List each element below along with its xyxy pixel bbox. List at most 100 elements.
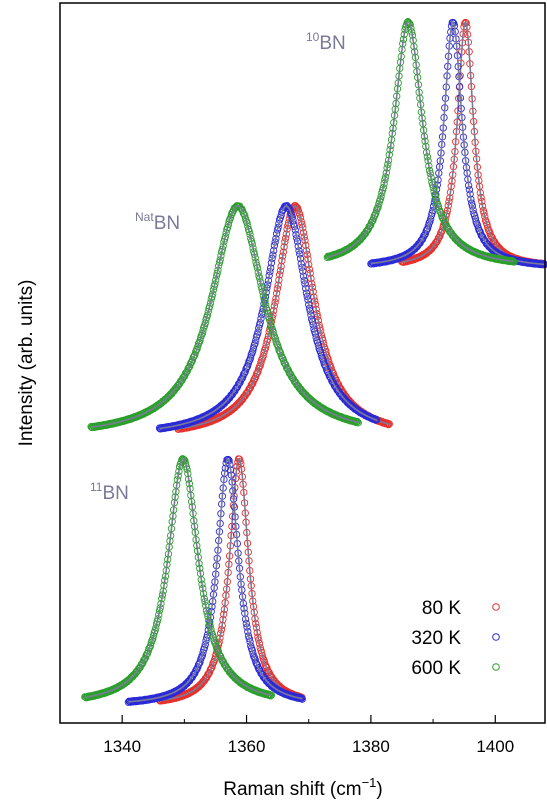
data-point — [190, 352, 198, 360]
data-point — [317, 348, 325, 357]
data-point — [473, 220, 481, 228]
panel-labels: 10BN NatBN 11BN — [90, 30, 346, 504]
data-point — [271, 334, 280, 343]
data-point — [286, 206, 294, 214]
data-point — [326, 373, 335, 381]
legend-entry-320k: 320 K — [411, 628, 500, 649]
data-point — [180, 456, 188, 464]
data-point — [434, 234, 443, 242]
data-point — [249, 649, 257, 658]
data-point — [510, 258, 518, 266]
data-point — [255, 362, 264, 371]
data-point — [434, 202, 443, 211]
data-point — [285, 205, 293, 213]
legend-entry-80k: 80 K — [422, 598, 500, 619]
data-point — [243, 363, 251, 371]
panel-label-11bn: 11BN — [90, 480, 129, 504]
data-point — [420, 232, 428, 240]
data-point — [328, 377, 336, 385]
fit-curve — [159, 457, 303, 702]
data-point — [244, 222, 252, 230]
legend-label: 600 K — [411, 658, 461, 679]
data-point — [199, 326, 207, 335]
data-point — [258, 652, 267, 660]
data-point — [423, 225, 431, 234]
legend-label: 320 K — [411, 628, 461, 649]
data-point — [366, 222, 374, 230]
data-point — [281, 360, 289, 368]
fit-curve — [327, 21, 514, 263]
data-point — [191, 667, 200, 675]
data-point — [246, 385, 254, 393]
data-point — [449, 18, 457, 27]
data-point — [318, 354, 326, 362]
data-point — [372, 416, 380, 424]
data-point — [224, 220, 233, 229]
plot-frame — [59, 2, 546, 724]
panel-1 — [87, 201, 393, 433]
data-point — [267, 321, 275, 329]
data-point — [205, 670, 213, 678]
data-point — [432, 196, 440, 204]
fit-curve — [401, 20, 546, 266]
fit-curve — [84, 458, 272, 699]
data-point — [384, 420, 393, 429]
legend-marker — [492, 663, 500, 671]
data-point — [247, 381, 255, 389]
panel-label-natbn: NatBN — [135, 210, 180, 234]
x-tick-label: 1340 — [103, 737, 141, 756]
data-point — [425, 219, 433, 227]
legend: 80 K 320 K 600 K — [411, 598, 500, 679]
panel-0 — [323, 18, 547, 269]
legend-marker — [492, 633, 500, 641]
fit-curve — [128, 457, 303, 703]
data-point — [215, 650, 223, 659]
data-point — [375, 200, 383, 208]
data-point — [257, 359, 265, 367]
data-point — [314, 341, 323, 349]
data-point — [196, 658, 204, 666]
data-point — [437, 227, 446, 236]
data-point — [241, 212, 249, 220]
data-point — [267, 692, 275, 700]
data-point — [423, 224, 432, 233]
data-point — [262, 341, 270, 349]
data-point — [254, 367, 262, 376]
data-point — [184, 364, 192, 373]
y-axis-label: Intensity (arb. units) — [16, 280, 37, 447]
x-tick-label: 1380 — [352, 737, 390, 756]
legend-label: 80 K — [422, 598, 461, 619]
x-axis-label: Raman shift (cm−1) — [223, 775, 382, 800]
data-point — [224, 455, 233, 464]
data-point — [282, 363, 291, 372]
data-point — [246, 354, 255, 362]
data-point — [273, 340, 281, 348]
data-point — [367, 218, 376, 227]
data-point — [199, 648, 207, 657]
x-axis-ticks: 1340 1360 1380 1400 — [59, 715, 514, 756]
data-point — [298, 695, 306, 703]
fit-curve — [370, 20, 546, 266]
panel-label-10bn: 10BN — [306, 30, 346, 54]
data-point — [372, 209, 380, 217]
data-point — [146, 641, 155, 650]
data-point — [206, 666, 214, 674]
data-point — [365, 222, 373, 231]
data-point — [237, 376, 245, 384]
data-point — [140, 656, 148, 664]
data-point — [354, 419, 362, 427]
data-point — [196, 336, 204, 345]
data-point — [211, 638, 219, 647]
data-point — [373, 204, 382, 212]
fit-curve — [159, 205, 378, 430]
data-point — [197, 653, 206, 661]
data-point — [487, 232, 495, 240]
x-tick-label: 1360 — [228, 737, 266, 756]
data-point — [249, 344, 258, 352]
fit-curve — [90, 205, 359, 429]
series-layer — [81, 18, 547, 706]
data-point — [245, 357, 253, 365]
data-point — [192, 346, 200, 354]
data-point — [149, 632, 158, 640]
data-point — [280, 359, 288, 367]
